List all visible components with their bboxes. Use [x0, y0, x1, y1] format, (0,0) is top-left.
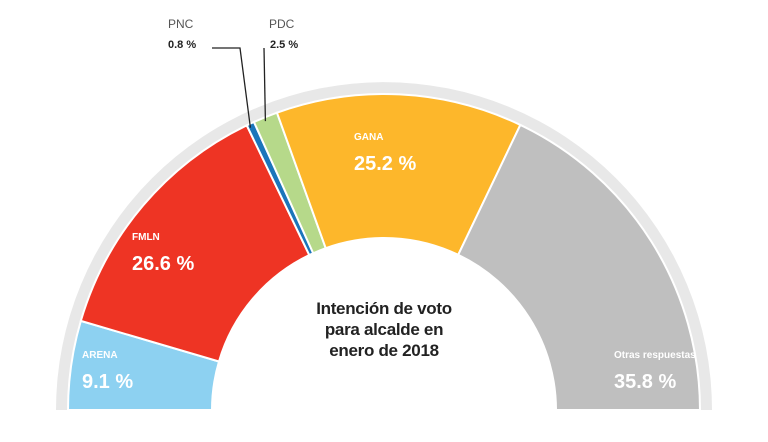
slice-name-gana: GANA	[354, 132, 383, 143]
slice-value-pnc: 0.8 %	[168, 39, 196, 51]
slice-name-arena: ARENA	[82, 350, 118, 361]
chart-title-line-1: Intención de voto	[316, 299, 452, 318]
slice-value-fmln: 26.6 %	[132, 253, 194, 275]
slice-name-otras-respuestas: Otras respuestas	[614, 350, 696, 361]
chart-title-line-3: enero de 2018	[329, 341, 439, 360]
slice-value-pdc: 2.5 %	[270, 39, 298, 51]
leader-line-pnc	[212, 47, 252, 128]
slice-name-fmln: FMLN	[132, 232, 160, 243]
slice-name-pnc: PNC	[168, 17, 194, 31]
leader-line-pdc	[263, 47, 267, 122]
slice-value-gana: 25.2 %	[354, 153, 416, 175]
slice-value-otras-respuestas: 35.8 %	[614, 371, 676, 393]
slice-value-arena: 9.1 %	[82, 371, 133, 393]
slice-name-pdc: PDC	[269, 17, 295, 31]
chart-title-line-2: para alcalde en	[324, 320, 444, 339]
slice-otras-respuestas	[456, 123, 702, 411]
